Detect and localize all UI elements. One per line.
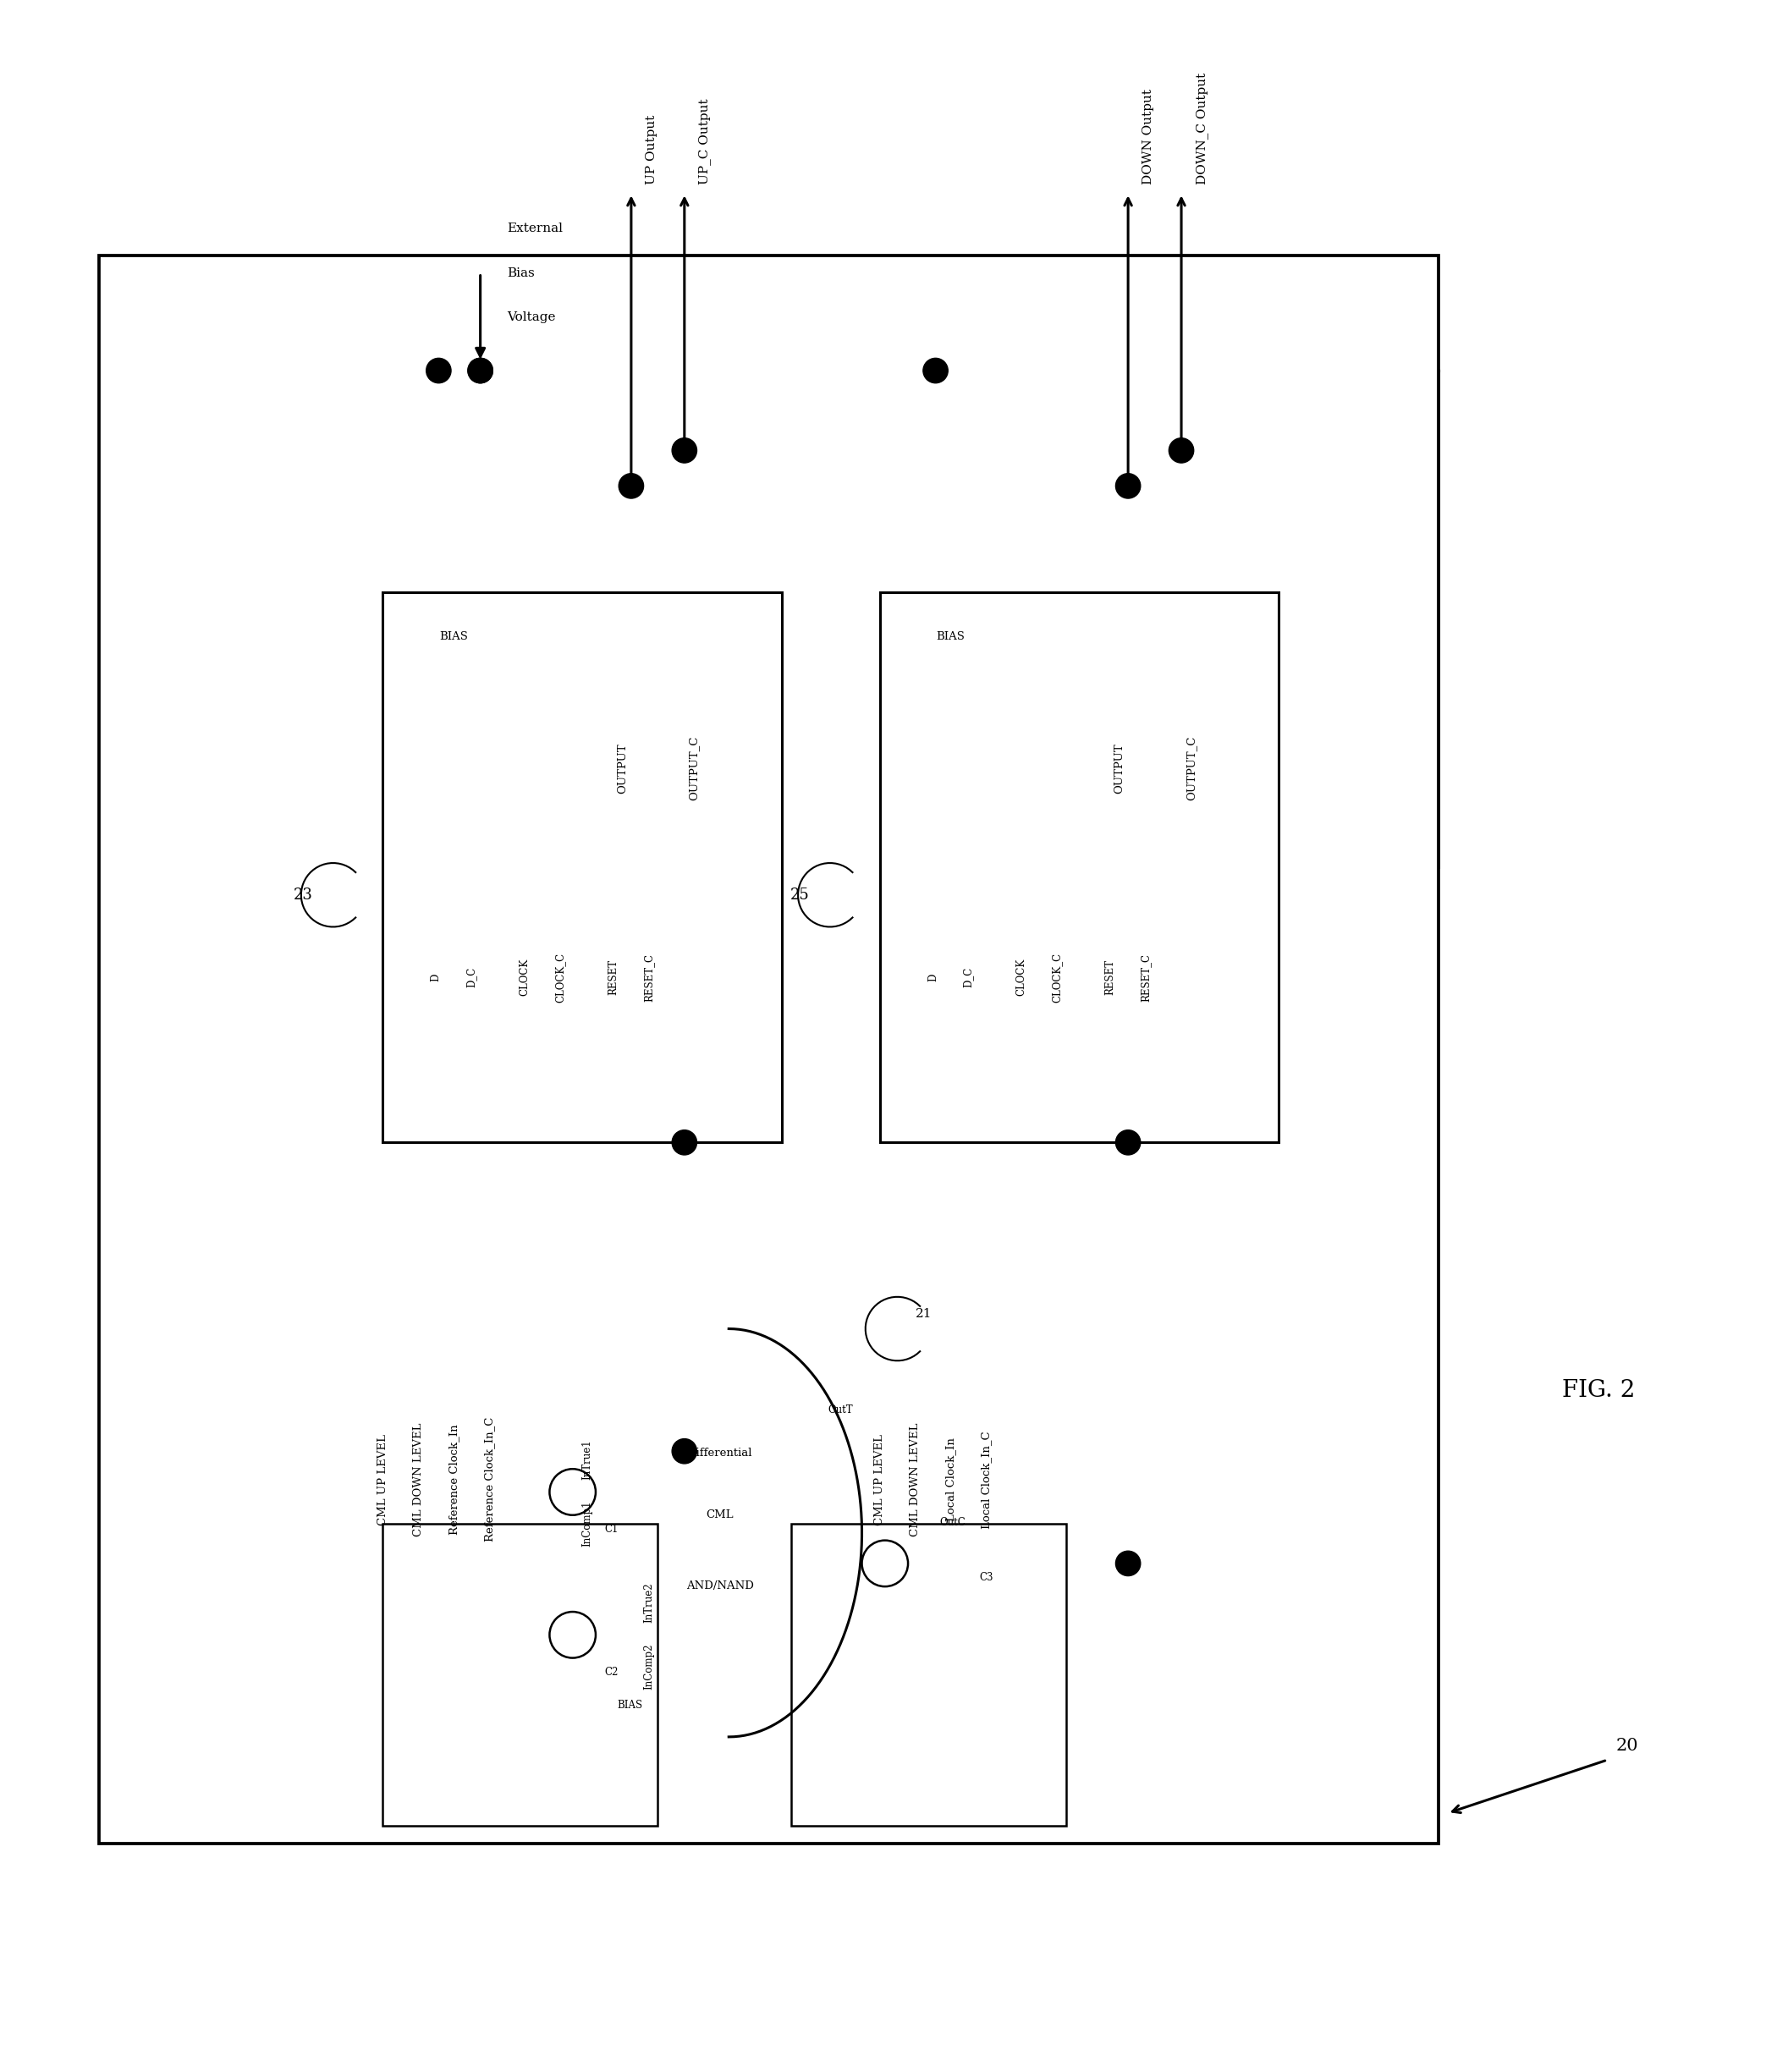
Bar bbox=[791, 1523, 1066, 1825]
Circle shape bbox=[1169, 437, 1194, 462]
Circle shape bbox=[467, 358, 492, 383]
Text: Local Clock_In: Local Clock_In bbox=[945, 1438, 956, 1521]
Text: BIAS: BIAS bbox=[936, 632, 965, 642]
Text: InTrue1: InTrue1 bbox=[581, 1440, 592, 1479]
Text: CML: CML bbox=[705, 1510, 734, 1521]
Text: Differential: Differential bbox=[688, 1448, 752, 1459]
Circle shape bbox=[426, 358, 451, 383]
Text: C3: C3 bbox=[979, 1573, 993, 1583]
Text: InTrue2: InTrue2 bbox=[643, 1583, 654, 1622]
Text: CLOCK_C: CLOCK_C bbox=[1052, 953, 1063, 1003]
Text: UP Output: UP Output bbox=[645, 114, 657, 184]
Bar bbox=[382, 593, 782, 1142]
Text: OUTPUT: OUTPUT bbox=[617, 744, 627, 794]
Text: RESET_C: RESET_C bbox=[643, 953, 654, 1001]
Text: C2: C2 bbox=[604, 1666, 618, 1678]
Circle shape bbox=[1116, 474, 1141, 499]
Circle shape bbox=[672, 1438, 697, 1463]
Text: D: D bbox=[928, 974, 938, 982]
Text: External: External bbox=[506, 222, 563, 234]
Text: CML DOWN LEVEL: CML DOWN LEVEL bbox=[910, 1423, 920, 1537]
Text: CML DOWN LEVEL: CML DOWN LEVEL bbox=[412, 1423, 423, 1537]
Text: Reference Clock_In: Reference Clock_In bbox=[448, 1423, 458, 1535]
Text: Local Clock_In_C: Local Clock_In_C bbox=[981, 1430, 992, 1529]
Text: DOWN_C Output: DOWN_C Output bbox=[1196, 73, 1208, 184]
Text: InComp2: InComp2 bbox=[643, 1643, 654, 1691]
Circle shape bbox=[618, 474, 643, 499]
Text: 20: 20 bbox=[1615, 1738, 1638, 1753]
Text: OUTPUT_C: OUTPUT_C bbox=[689, 736, 700, 800]
Text: CLOCK_C: CLOCK_C bbox=[554, 953, 565, 1003]
Text: CML UP LEVEL: CML UP LEVEL bbox=[874, 1434, 885, 1525]
Text: CLOCK: CLOCK bbox=[519, 959, 530, 997]
Text: CLOCK: CLOCK bbox=[1016, 959, 1027, 997]
Text: Reference Clock_In_C: Reference Clock_In_C bbox=[483, 1417, 494, 1542]
Circle shape bbox=[467, 358, 492, 383]
Text: FIG. 2: FIG. 2 bbox=[1562, 1380, 1635, 1403]
Bar bbox=[100, 255, 1439, 1844]
Circle shape bbox=[1116, 1129, 1141, 1154]
Text: OUTPUT: OUTPUT bbox=[1114, 744, 1125, 794]
Text: 23: 23 bbox=[293, 887, 313, 903]
Text: C1: C1 bbox=[604, 1523, 618, 1535]
Circle shape bbox=[672, 1129, 697, 1154]
Text: RESET: RESET bbox=[1105, 959, 1116, 995]
Circle shape bbox=[672, 437, 697, 462]
Text: InComp1: InComp1 bbox=[581, 1500, 592, 1548]
Bar bbox=[880, 593, 1279, 1142]
Text: 25: 25 bbox=[791, 887, 809, 903]
Circle shape bbox=[922, 358, 947, 383]
Text: D_C: D_C bbox=[963, 968, 974, 988]
Text: D: D bbox=[430, 974, 441, 982]
Text: 21: 21 bbox=[915, 1307, 931, 1320]
Text: AND/NAND: AND/NAND bbox=[686, 1581, 753, 1591]
Text: OutT: OutT bbox=[828, 1405, 853, 1415]
Text: DOWN Output: DOWN Output bbox=[1143, 89, 1153, 184]
Text: RESET: RESET bbox=[608, 959, 618, 995]
Text: Bias: Bias bbox=[506, 267, 535, 280]
Text: BIAS: BIAS bbox=[617, 1699, 643, 1711]
Circle shape bbox=[1116, 1552, 1141, 1577]
Text: CML UP LEVEL: CML UP LEVEL bbox=[377, 1434, 387, 1525]
Text: BIAS: BIAS bbox=[439, 632, 467, 642]
Text: D_C: D_C bbox=[466, 968, 476, 988]
Text: Voltage: Voltage bbox=[506, 311, 556, 323]
Text: UP_C Output: UP_C Output bbox=[698, 97, 711, 184]
Text: OUTPUT_C: OUTPUT_C bbox=[1185, 736, 1196, 800]
Text: OutC: OutC bbox=[940, 1517, 967, 1527]
Bar bbox=[382, 1523, 657, 1825]
Text: RESET_C: RESET_C bbox=[1141, 953, 1151, 1001]
